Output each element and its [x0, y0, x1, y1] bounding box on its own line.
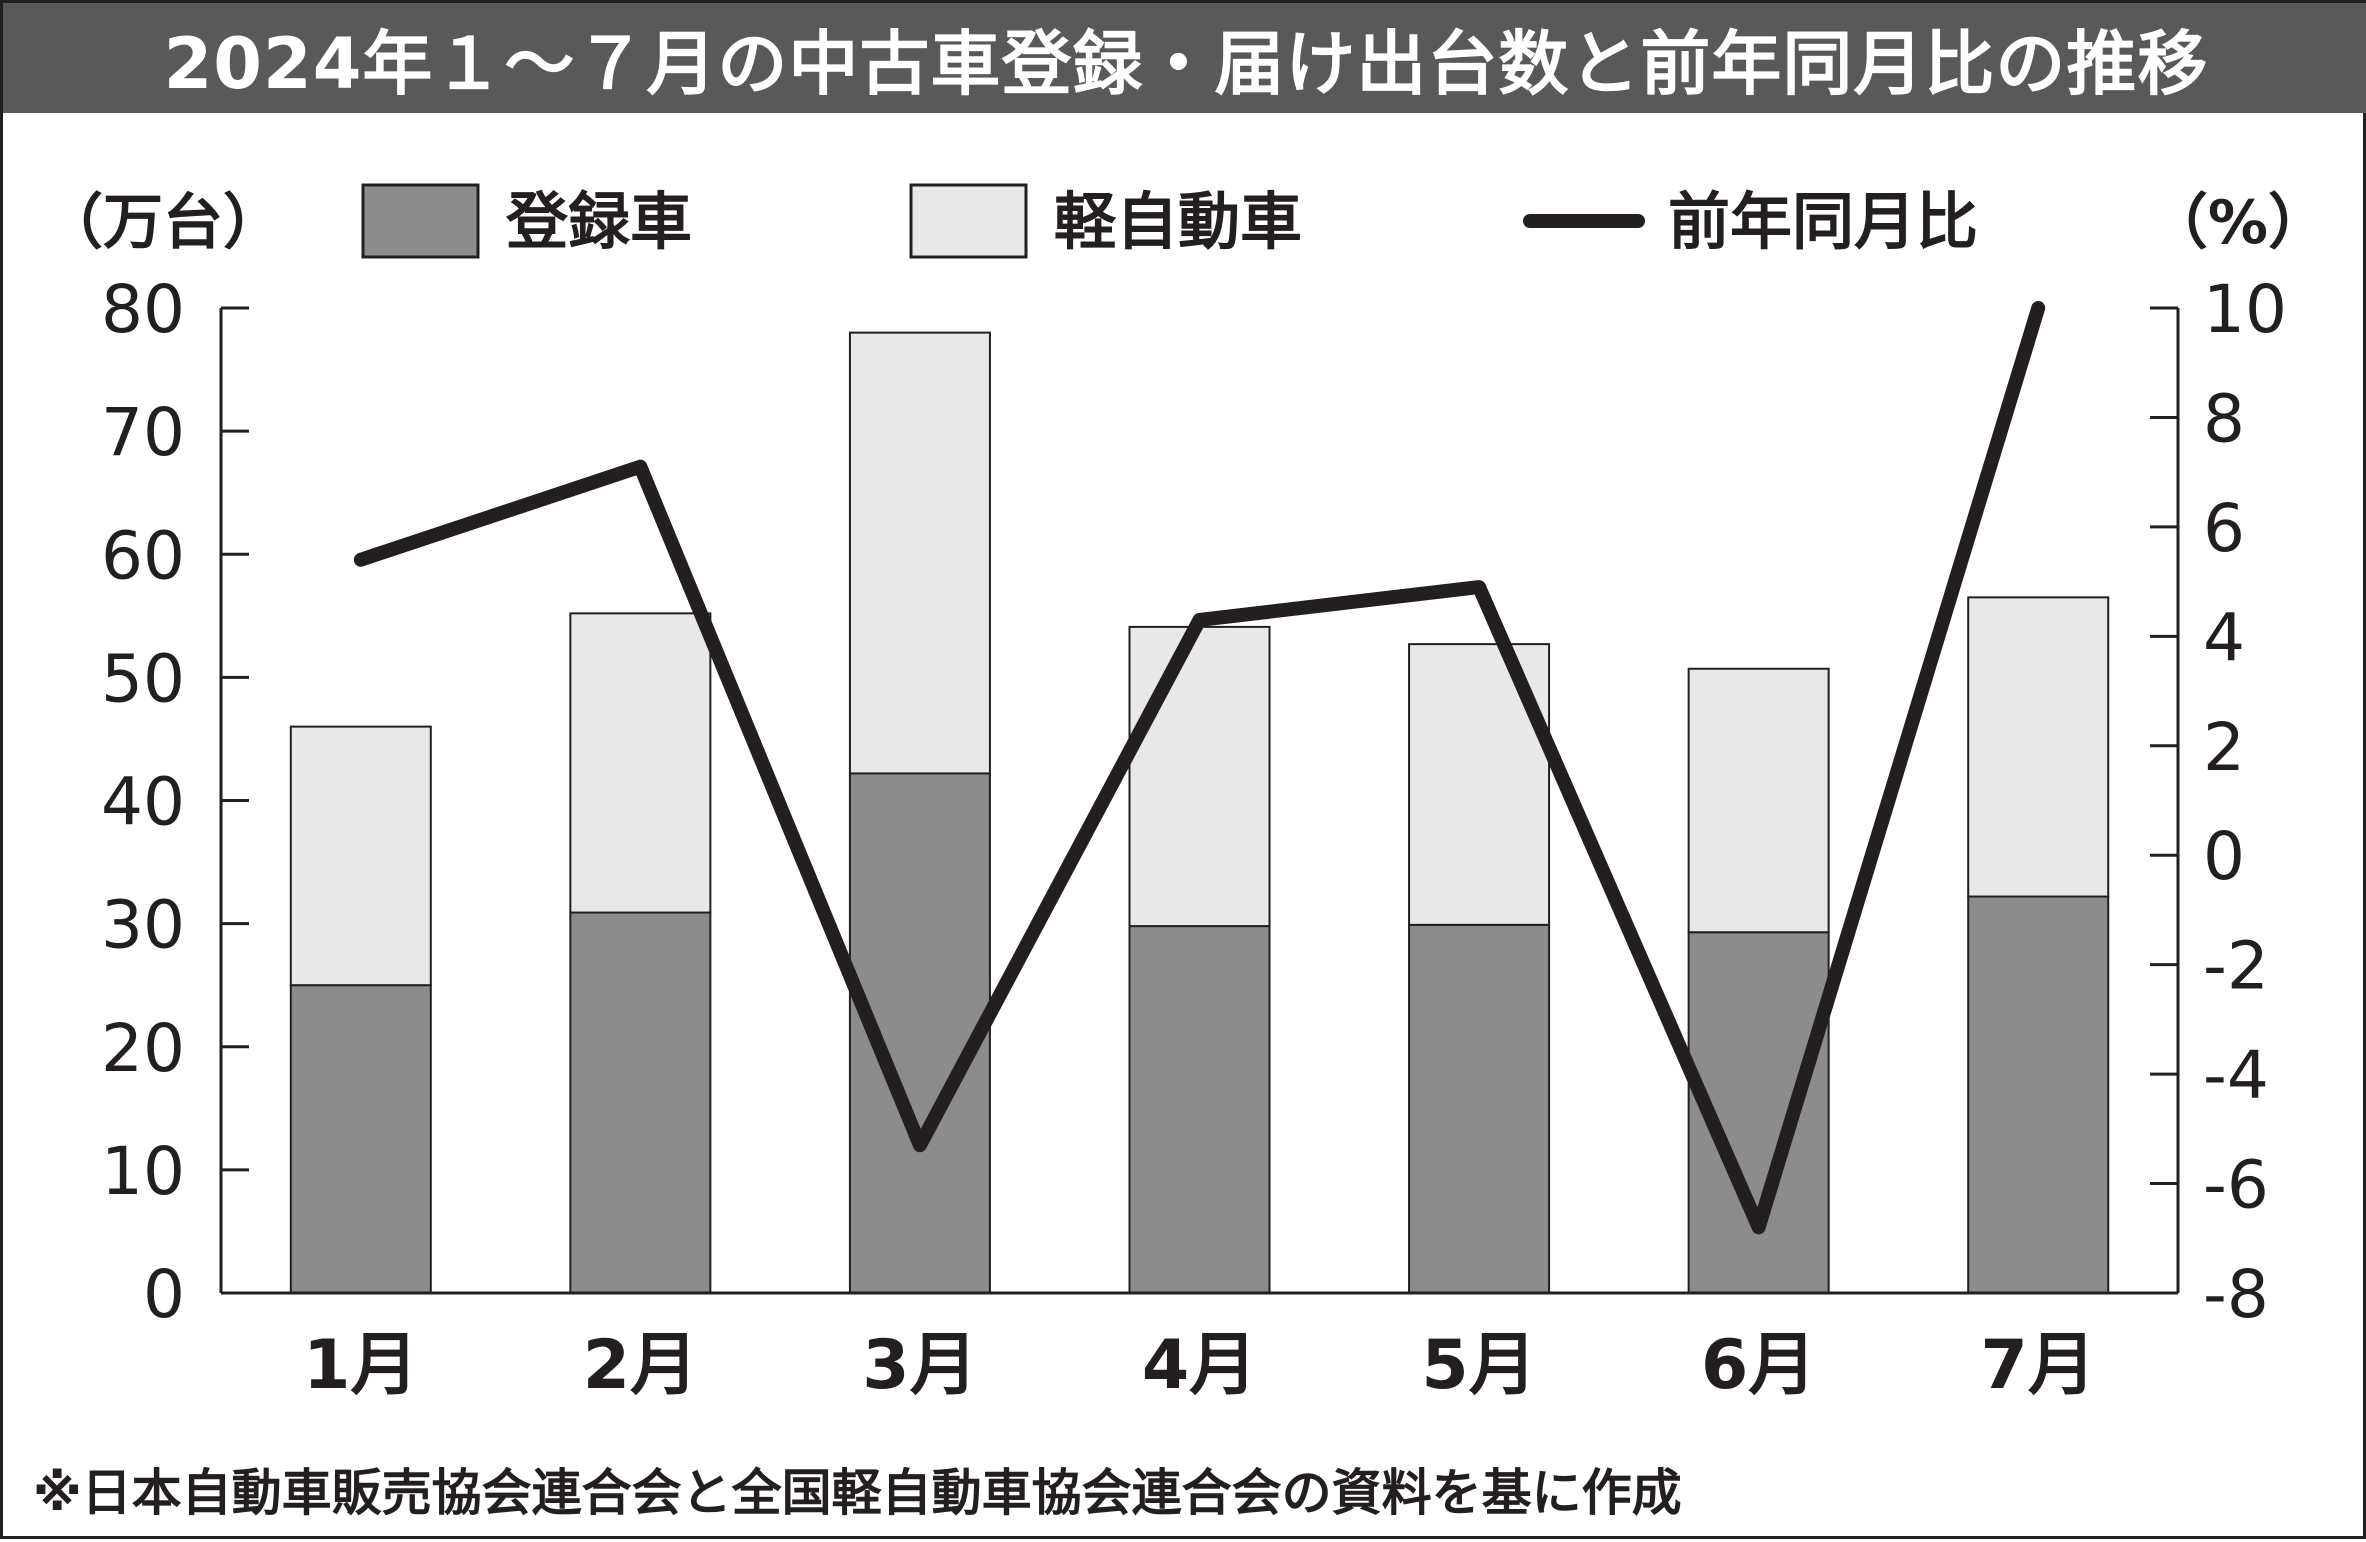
bar-kei-7 — [1967, 596, 2110, 898]
tick-labels-layer: 0 10 20 30 40 50 60 70 80 -8 -6 -4 -2 0 2 4 6 8 10 1月 2月 3月 4月… — [101, 271, 2287, 1405]
x-category-label: 1月 — [303, 1326, 418, 1405]
y-right-unit-label: （%） — [2148, 188, 2328, 258]
y-right-tick-label: 2 — [2203, 709, 2245, 786]
chart-title: 2024年１～７月の中古車登録・届け出台数と前年同月比の推移 — [163, 22, 2209, 105]
bars-layer — [289, 331, 2110, 1295]
title-bar: 2024年１～７月の中古車登録・届け出台数と前年同月比の推移 — [3, 3, 2366, 113]
yoy-point-2 — [636, 462, 645, 471]
bar-kei-1 — [289, 725, 432, 987]
y-right-tick-label: -8 — [2203, 1256, 2269, 1333]
y-left-tick-label: 60 — [101, 517, 185, 594]
chart-svg: （万台） （%） 登録車 軽自動車 前年同月比 0102030405060708… — [43, 183, 2328, 1405]
bar-kei-2 — [569, 612, 712, 914]
y-right-tick-label: -4 — [2203, 1037, 2269, 1114]
x-category-label: 5月 — [1421, 1326, 1536, 1405]
axes-layer — [219, 306, 2180, 1295]
source-footnote: ※日本自動車販売協会連合会と全国軽自動車協会連合会の資料を基に作成 — [33, 1464, 1682, 1522]
legend-swatch-registered — [361, 183, 480, 259]
yoy-point-7 — [2034, 304, 2043, 312]
x-category-label: 4月 — [1142, 1326, 1257, 1405]
y-left-tick-label: 80 — [101, 271, 185, 348]
bar-kei-3 — [848, 331, 991, 775]
y-left-tick-label: 70 — [101, 394, 185, 471]
yoy-point-3 — [915, 1141, 924, 1150]
y-left-tick-label: 50 — [101, 640, 185, 717]
y-right-tick-label: 0 — [2203, 818, 2245, 895]
y-left-tick-label: 10 — [101, 1133, 185, 1210]
y-right-tick-label: -6 — [2203, 1147, 2269, 1224]
y-right-tick-label: 6 — [2203, 490, 2245, 567]
x-category-label: 3月 — [862, 1326, 977, 1405]
y-right-tick-label: 4 — [2203, 599, 2245, 676]
legend-label-yoy: 前年同月比 — [1668, 185, 1978, 258]
y-left-tick-label: 30 — [101, 887, 185, 964]
yoy-point-6 — [1754, 1223, 1763, 1232]
y-left-unit-label: （万台） — [43, 188, 283, 258]
bar-registered-2 — [569, 911, 712, 1294]
legend-label-registered: 登録車 — [505, 185, 692, 258]
legend-swatch-kei — [909, 183, 1028, 259]
bar-kei-6 — [1687, 667, 1830, 934]
bar-kei-4 — [1128, 625, 1271, 928]
bar-registered-7 — [1967, 895, 2110, 1294]
legend-label-kei: 軽自動車 — [1054, 185, 1302, 258]
y-left-tick-label: 20 — [101, 1010, 185, 1087]
x-category-label: 7月 — [1981, 1326, 2096, 1405]
yoy-line-layer — [353, 301, 2046, 1235]
y-left-tick-label: 0 — [143, 1256, 185, 1333]
y-right-tick-label: -2 — [2203, 928, 2269, 1005]
yoy-point-5 — [1475, 583, 1484, 592]
legend: 登録車 軽自動車 前年同月比 — [361, 183, 1978, 259]
x-category-label: 6月 — [1701, 1326, 1816, 1405]
y-left-tick-label: 40 — [101, 764, 185, 841]
y-right-tick-label: 8 — [2203, 380, 2245, 457]
bar-registered-4 — [1128, 925, 1271, 1295]
yoy-point-4 — [1195, 615, 1204, 624]
yoy-point-1 — [356, 555, 365, 564]
bar-registered-5 — [1408, 923, 1551, 1294]
bar-registered-1 — [289, 984, 432, 1294]
y-right-tick-label: 10 — [2203, 271, 2287, 348]
x-category-label: 2月 — [583, 1326, 698, 1405]
